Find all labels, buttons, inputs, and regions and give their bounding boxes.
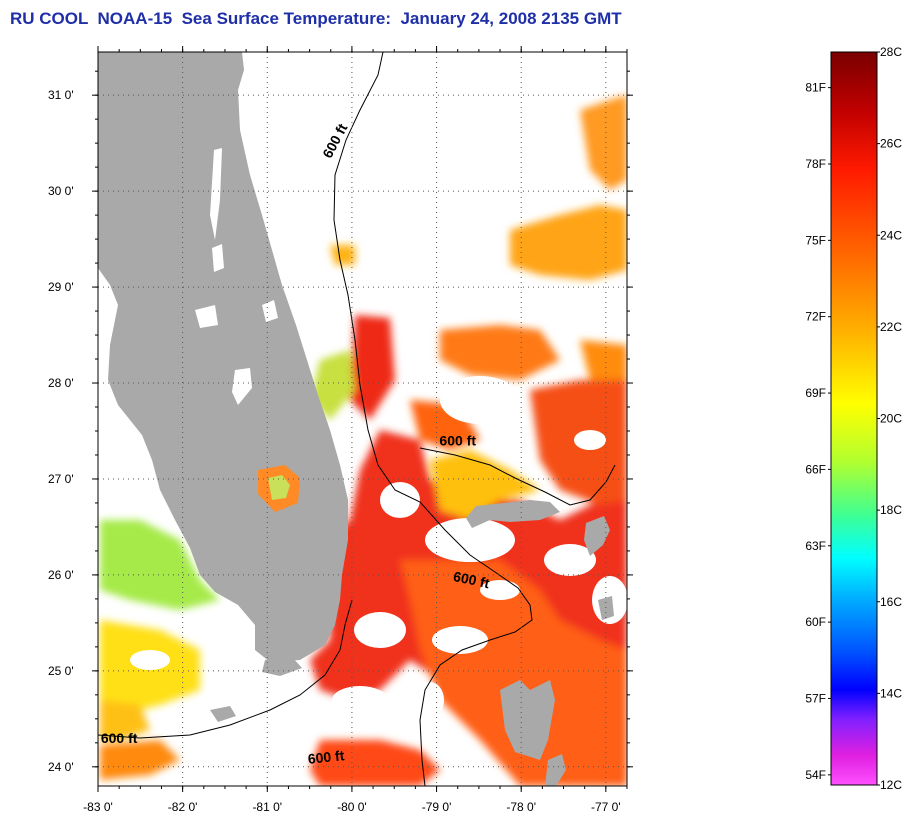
- lon-tick-label: -79 0': [422, 800, 452, 814]
- lat-tick-label: 29 0': [48, 280, 74, 294]
- axis-labels: -83 0' -82 0' -81 0' -80 0' -79 0' -78 0' -77 …: [48, 88, 621, 814]
- contour-label-600ft: 600 ft: [439, 432, 476, 448]
- lat-tick-label: 31 0': [48, 88, 74, 102]
- colorbar-label-f: 78F: [805, 157, 826, 171]
- colorbar-label-c: 26C: [880, 137, 902, 151]
- colorbar-label-c: 14C: [880, 686, 902, 700]
- colorbar-label-f: 57F: [805, 691, 826, 705]
- lat-tick-label: 30 0': [48, 184, 74, 198]
- colorbar-label-f: 81F: [805, 81, 826, 95]
- florida-land: [98, 52, 348, 662]
- map-frame: [97, 51, 628, 787]
- colorbar-labels: 28C 26C 24C 22C 20C 18C 16C 14C 12C 81F 78F 75F 72F 6…: [805, 45, 902, 792]
- lat-tick-label: 26 0': [48, 568, 74, 582]
- colorbar-label-f: 54F: [805, 768, 826, 782]
- colorbar-label-f: 63F: [805, 539, 826, 553]
- lat-tick-label: 24 0': [48, 760, 74, 774]
- contour-label-600ft: 600 ft: [101, 730, 138, 746]
- sst-map: -83 0' -82 0' -81 0' -80 0' -79 0' -78 0' -77 …: [48, 46, 633, 814]
- colorbar-gradient: [830, 51, 878, 786]
- lat-tick-label: 27 0': [48, 472, 74, 486]
- colorbar-label-c: 20C: [880, 412, 902, 426]
- colorbar-label-c: 18C: [880, 503, 902, 517]
- isobath-600ft: [98, 52, 616, 786]
- lon-tick-label: -82 0': [168, 800, 198, 814]
- contour-label-600ft: 600 ft: [307, 747, 345, 767]
- colorbar-label-c: 28C: [880, 45, 902, 59]
- colorbar-label-f: 75F: [805, 233, 826, 247]
- colorbar-label-c: 12C: [880, 778, 902, 792]
- contour-label-600ft: 600 ft: [452, 568, 491, 591]
- lon-tick-label: -80 0': [337, 800, 367, 814]
- lat-tick-label: 28 0': [48, 376, 74, 390]
- colorbar-label-f: 69F: [805, 386, 826, 400]
- colorbar-label-c: 16C: [880, 595, 902, 609]
- colorbar-label-f: 60F: [805, 615, 826, 629]
- lat-tick-label: 25 0': [48, 664, 74, 678]
- colorbar: 28C 26C 24C 22C 20C 18C 16C 14C 12C 81F 78F 75F 72F 6…: [805, 45, 902, 792]
- grid-lines: [97, 52, 627, 786]
- colorbar-label-c: 24C: [880, 228, 902, 242]
- lon-tick-label: -77 0': [591, 800, 621, 814]
- colorbar-label-f: 72F: [805, 310, 826, 324]
- lon-tick-label: -78 0': [506, 800, 536, 814]
- page-title: RU COOL NOAA-15 Sea Surface Temperature:…: [10, 9, 622, 28]
- lon-tick-label: -81 0': [252, 800, 282, 814]
- sst-layer: [98, 52, 627, 786]
- colorbar-label-f: 66F: [805, 462, 826, 476]
- bahamas-land: [210, 500, 614, 786]
- colorbar-label-c: 22C: [880, 320, 902, 334]
- lon-tick-label: -83 0': [83, 800, 113, 814]
